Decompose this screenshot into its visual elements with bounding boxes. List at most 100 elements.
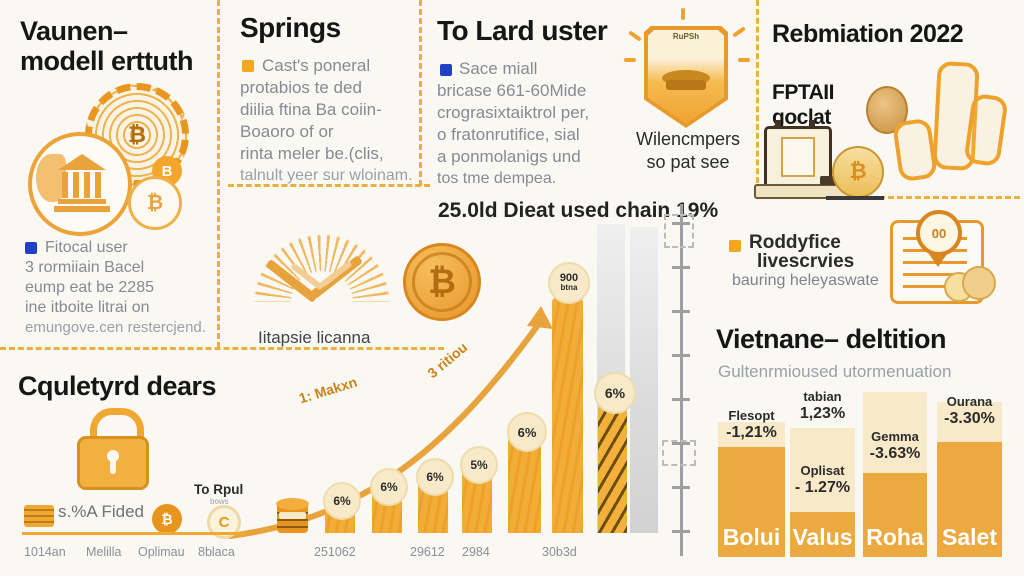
- vbar-top: [937, 402, 1002, 442]
- pin-label: 00: [931, 225, 947, 241]
- device-screen: [781, 137, 815, 177]
- vbar: [937, 442, 1002, 557]
- rebmiation-label: FPTAII goclat: [772, 81, 834, 129]
- tolard-text-line: crograsixtaiktrol per,: [437, 103, 590, 122]
- vaunen-text-line: ine itboite litrai on: [25, 299, 150, 316]
- gold-bar-tall: [552, 298, 583, 533]
- x-tick-label: 29612: [410, 545, 445, 559]
- vbar-annotation: Oplisat - 1.27%: [790, 462, 855, 496]
- vbar-name: Roha: [866, 524, 924, 550]
- section-title-vietnane: Vietnane– deltition: [716, 324, 947, 354]
- tolard-text-line: a ponmolanigs und: [437, 147, 581, 166]
- outline-coin-icon: ₿: [128, 176, 182, 230]
- ruler-tick: [672, 530, 690, 533]
- springs-text-line: Boaoro of or: [240, 122, 334, 141]
- ruler-marker-box: [662, 440, 696, 466]
- vaunen-text-line: 3 rormiiain Bacel: [25, 259, 145, 276]
- vbar: [718, 447, 785, 557]
- vbar-top: [718, 422, 785, 447]
- bar-chip: 6%: [323, 482, 361, 520]
- vbar-top: [863, 392, 927, 473]
- springs-text-line: diilia ftina Ba coiin-: [240, 100, 382, 119]
- tall-bar-value: 900: [559, 272, 579, 284]
- bank-columns-shape: [62, 172, 102, 198]
- bitcoin-coin-icon: ₿: [403, 243, 481, 321]
- location-pin-tip: [929, 254, 947, 267]
- vbar-ann-name: Flesopt: [728, 408, 775, 423]
- sparkle: [681, 8, 685, 20]
- vbar-ann-name: Oplisat: [800, 463, 845, 478]
- vbar-ann-value: -3.30%: [944, 410, 995, 427]
- bank-roof-shape: [58, 154, 106, 170]
- vbar-top: [790, 428, 855, 512]
- divider-horizontal-springs: [228, 184, 430, 187]
- springs-text-line: protabios te ded: [240, 78, 362, 97]
- coin-underline: [826, 196, 884, 200]
- vbar-annotation: Flesopt -1,21%: [718, 407, 785, 441]
- doodle-bar-icon: [892, 117, 938, 183]
- bar-chip-striped: 6%: [594, 372, 636, 414]
- footer-label: Melilla: [86, 545, 122, 559]
- vbar-name: Bolui: [722, 524, 781, 550]
- vaunen-text-line: emungove.cen restercjend.: [25, 319, 206, 336]
- section-title-rebmiation: Rebmiation 2022: [772, 20, 964, 48]
- blue-bullet: [25, 242, 37, 254]
- bank-base-2: [54, 206, 110, 212]
- coin-ring: [412, 252, 472, 312]
- x-tick-label: 30b3d: [542, 545, 577, 559]
- vaunen-text-line: Fitocal user: [45, 239, 128, 256]
- small-coin-icon: [962, 266, 996, 300]
- divider-vertical-2: [419, 0, 422, 186]
- section-title-to-lard: To Lard uster: [437, 15, 608, 46]
- bar-chip: 6%: [416, 458, 454, 496]
- location-pin-icon: 00: [916, 210, 962, 256]
- vbar-ann-value: 1,23%: [799, 405, 846, 422]
- springs-text-line: Cast's poneral: [262, 56, 371, 75]
- ruler-tick: [672, 310, 690, 313]
- bitcoin-glyph: ₿: [161, 511, 173, 527]
- bar-chip: 6%: [370, 468, 408, 506]
- ruler-marker-box: [664, 214, 694, 248]
- vbar-ann-name: Gemma: [871, 429, 919, 444]
- vbar-name: Salet: [942, 524, 997, 550]
- bar-chip: 5%: [460, 446, 498, 484]
- lock-icon: [77, 436, 149, 490]
- lock-shackle: [90, 408, 144, 449]
- blue-bullet: [440, 64, 452, 76]
- gold-bar-striped: [598, 406, 627, 533]
- ruler-tick: [672, 222, 690, 225]
- rays-caption: Iitapsie licanna: [258, 328, 371, 347]
- ruler-axis: [672, 204, 690, 556]
- roddyfice-line3: bauring heleyaswate: [732, 272, 879, 289]
- sparkle: [738, 58, 750, 62]
- shield-pile-base: [666, 80, 706, 90]
- vbar-annotation: Ourana -3.30%: [937, 393, 1002, 427]
- chart-title: 25.0ld Dieat used chain 19%: [438, 199, 719, 222]
- to-rpul-label: To Rpul: [194, 482, 244, 497]
- coin-icon: ₿: [832, 146, 884, 198]
- bank-base-1: [58, 199, 106, 204]
- sparkle: [628, 30, 642, 42]
- sparkle: [732, 26, 746, 38]
- section-title-cquletyrd: Cquletyrd dears: [18, 371, 217, 401]
- springs-text-line: rinta meler be.(clis,: [240, 144, 384, 163]
- device-knob: [775, 120, 781, 128]
- b-glyph: B: [161, 162, 173, 180]
- face-icon: [866, 86, 908, 134]
- springs-text-line: talnult yeer sur wloinam.: [240, 167, 413, 184]
- orange-coin-icon: ₿: [152, 504, 182, 534]
- vbar-ann-value: -3.63%: [869, 445, 921, 462]
- ruler-tick: [672, 354, 690, 357]
- keyhole-stem: [110, 460, 116, 474]
- footer-label: 8blaca: [198, 545, 235, 559]
- mini-coins-icon: [24, 505, 54, 527]
- coin-stack-band: [279, 512, 306, 519]
- vietnane-subtitle: Gultenrmioused utormenuation: [718, 362, 952, 381]
- shield-caption: Wilencmpers so pat see: [635, 129, 741, 172]
- shield-icon: RuPSh: [644, 26, 728, 128]
- bitcoin-glyph: ₿: [849, 160, 867, 183]
- vaunen-text-line: eump eat be 2285: [25, 279, 154, 296]
- device-button: [820, 176, 836, 185]
- orange-bullet: [729, 240, 741, 252]
